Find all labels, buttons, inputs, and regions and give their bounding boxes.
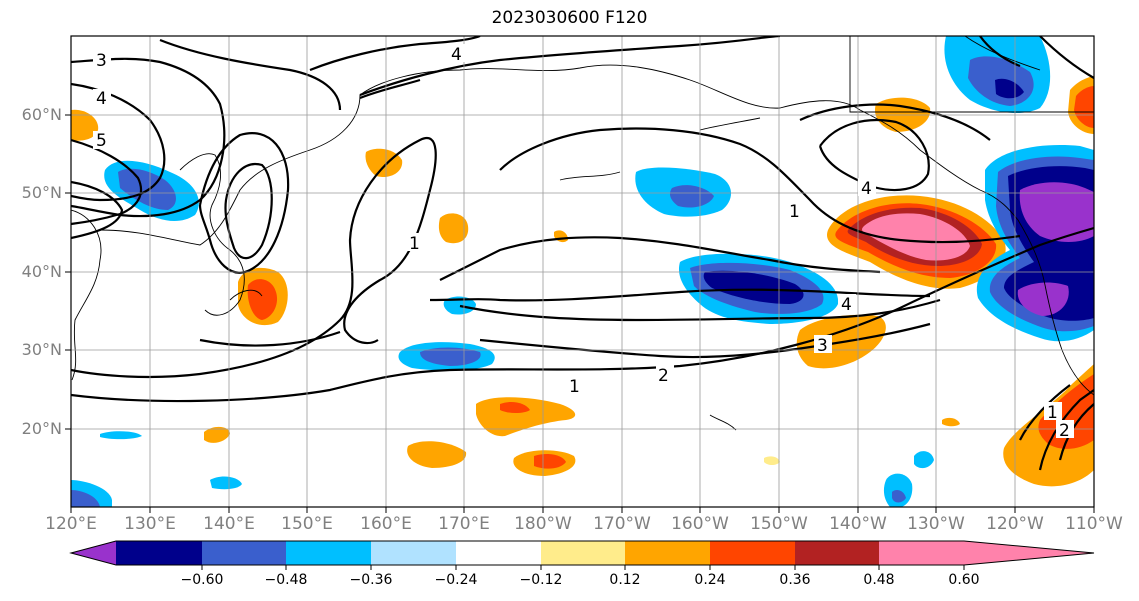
lon-label: 160°W bbox=[671, 514, 729, 534]
colorbar-segment bbox=[116, 541, 202, 565]
axis-ticks bbox=[65, 114, 1095, 513]
colorbar-segment bbox=[202, 541, 286, 565]
lon-label: 170°W bbox=[593, 514, 651, 534]
coastlines bbox=[71, 36, 1094, 431]
colorbar-segment bbox=[286, 541, 371, 565]
contour-label: 2 bbox=[658, 366, 669, 386]
map-title: 2023030600 F120 bbox=[491, 8, 648, 28]
colorbar-tick-label: 0.12 bbox=[609, 572, 641, 588]
lon-label: 110°W bbox=[1065, 514, 1123, 534]
contour-lines bbox=[71, 36, 1094, 471]
lat-label: 30°N bbox=[21, 340, 62, 359]
colorbar-segment bbox=[541, 541, 625, 565]
colorbar-tick-label: 0.60 bbox=[948, 572, 980, 588]
lon-label: 150°W bbox=[750, 514, 808, 534]
contour-label: 3 bbox=[817, 336, 828, 356]
lat-label: 50°N bbox=[21, 183, 62, 202]
contour-label: 5 bbox=[96, 131, 107, 151]
lon-label: 140°W bbox=[829, 514, 887, 534]
lat-label: 40°N bbox=[21, 262, 62, 281]
anomaly-shading bbox=[71, 36, 1094, 507]
lon-label: 160°E bbox=[360, 514, 412, 534]
colorbar-segment bbox=[879, 541, 964, 565]
colorbar-tick-label: −0.12 bbox=[519, 572, 563, 588]
lon-label: 180°W bbox=[514, 514, 572, 534]
contour-label: 4 bbox=[861, 179, 872, 199]
colorbar-tick-label: 0.48 bbox=[863, 572, 895, 588]
contour-label: 4 bbox=[451, 45, 462, 65]
lon-label: 150°E bbox=[281, 514, 333, 534]
lon-label: 130°W bbox=[907, 514, 965, 534]
contour-label: 3 bbox=[96, 51, 107, 71]
colorbar-extend-high bbox=[964, 541, 1094, 565]
contour-label: 2 bbox=[1059, 421, 1070, 441]
contour-label: 1 bbox=[409, 234, 420, 254]
lon-label: 120°E bbox=[45, 514, 97, 534]
colorbar-tick-label: −0.48 bbox=[264, 572, 308, 588]
grid-lines bbox=[71, 36, 1094, 507]
contour-label: 1 bbox=[1047, 403, 1058, 423]
lon-label: 130°E bbox=[124, 514, 176, 534]
lon-label: 120°W bbox=[986, 514, 1044, 534]
colorbar-extend-low bbox=[71, 541, 116, 565]
colorbar bbox=[69, 540, 1095, 570]
colorbar-segment bbox=[710, 541, 795, 565]
contour-label: 1 bbox=[569, 377, 580, 397]
lat-label: 20°N bbox=[21, 419, 62, 438]
colorbar-tick-label: −0.60 bbox=[180, 572, 224, 588]
colorbar-segment bbox=[625, 541, 710, 565]
contour-label: 4 bbox=[841, 295, 852, 315]
colorbar-segment bbox=[371, 541, 456, 565]
contour-label-group: 3 4 5 4 1 1 2 1 4 3 4 1 2 bbox=[93, 44, 1074, 441]
colorbar-tick-label: −0.24 bbox=[434, 572, 478, 588]
lon-label: 170°E bbox=[438, 514, 490, 534]
contour-label: 4 bbox=[96, 89, 107, 109]
lon-label: 140°E bbox=[203, 514, 255, 534]
colorbar-segment bbox=[795, 541, 879, 565]
colorbar-tick-label: 0.24 bbox=[694, 572, 726, 588]
colorbar-segment bbox=[456, 541, 541, 565]
colorbar-tick-label: 0.36 bbox=[779, 572, 811, 588]
lat-label: 60°N bbox=[21, 105, 62, 124]
colorbar-tick-label: −0.36 bbox=[349, 572, 393, 588]
contour-label: 1 bbox=[789, 202, 800, 222]
